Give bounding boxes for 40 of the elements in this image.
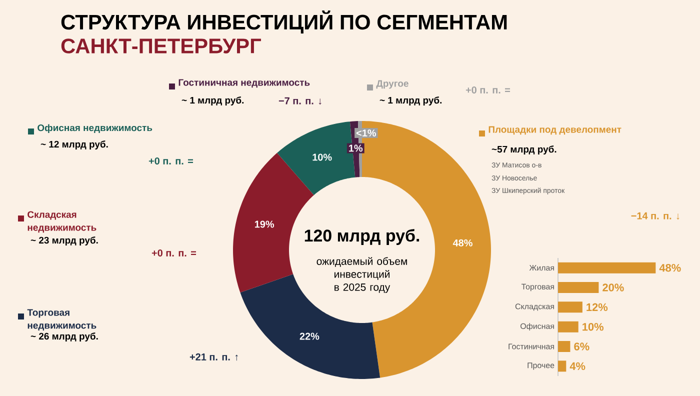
text: +0 п. п. =: [148, 157, 194, 165]
text: +0 п. п. =: [466, 86, 510, 94]
bar: [558, 341, 570, 352]
bar: [558, 321, 578, 332]
data-label: 20%: [602, 284, 624, 292]
chart-title: СТРУКТУРА ИНВЕСТИЦИЙ ПО СЕГМЕНТАМ: [61, 10, 507, 34]
data-label: 6%: [574, 342, 590, 350]
legend-label: Торговая недвижимость: [27, 309, 96, 331]
text: ~ 26 млрд руб.: [30, 332, 98, 342]
text: +0 п. п. =: [152, 249, 196, 257]
data-label: 10%: [312, 154, 332, 161]
legend-label: Площадки под девелопмент: [488, 126, 622, 135]
data-label: 22%: [300, 332, 320, 340]
data-label: 1%: [349, 144, 363, 152]
bar: [558, 282, 599, 293]
text: +21 п. п. ↑: [190, 353, 238, 361]
text: ожидаемый объем инвестиций в 2025 году: [316, 257, 407, 293]
legend-label: Гостиничная недвижимость: [178, 79, 310, 88]
data-label: 19%: [255, 220, 274, 228]
text: ~ 23 млрд руб.: [30, 236, 98, 246]
data-label: 4%: [570, 362, 586, 370]
text: ~ 1 млрд руб.: [182, 96, 244, 106]
data-label: 48%: [659, 264, 681, 272]
chart-subtitle: САНКТ-ПЕТЕРБУРГ: [61, 38, 262, 54]
legend-label: Офисная недвижимость: [38, 124, 152, 134]
bar: [558, 302, 582, 313]
data-label: <1%: [356, 129, 376, 137]
data-label: 10%: [582, 322, 604, 331]
data-label: 12%: [586, 303, 608, 312]
legend-label: Складская недвижимость: [28, 211, 96, 233]
bar: [558, 360, 566, 372]
text: −7 п. п. ↓: [278, 97, 322, 105]
text: ~ 12 млрд руб.: [40, 140, 108, 150]
text: ~57 млрд руб.: [492, 146, 556, 154]
text: ~ 1 млрд руб.: [380, 96, 442, 106]
text: 120 млрд руб.: [304, 229, 420, 245]
text: −14 п. п. ↓: [631, 212, 680, 220]
data-label: 48%: [452, 239, 472, 246]
legend-label: Другое: [376, 80, 408, 89]
bar: [558, 262, 656, 274]
